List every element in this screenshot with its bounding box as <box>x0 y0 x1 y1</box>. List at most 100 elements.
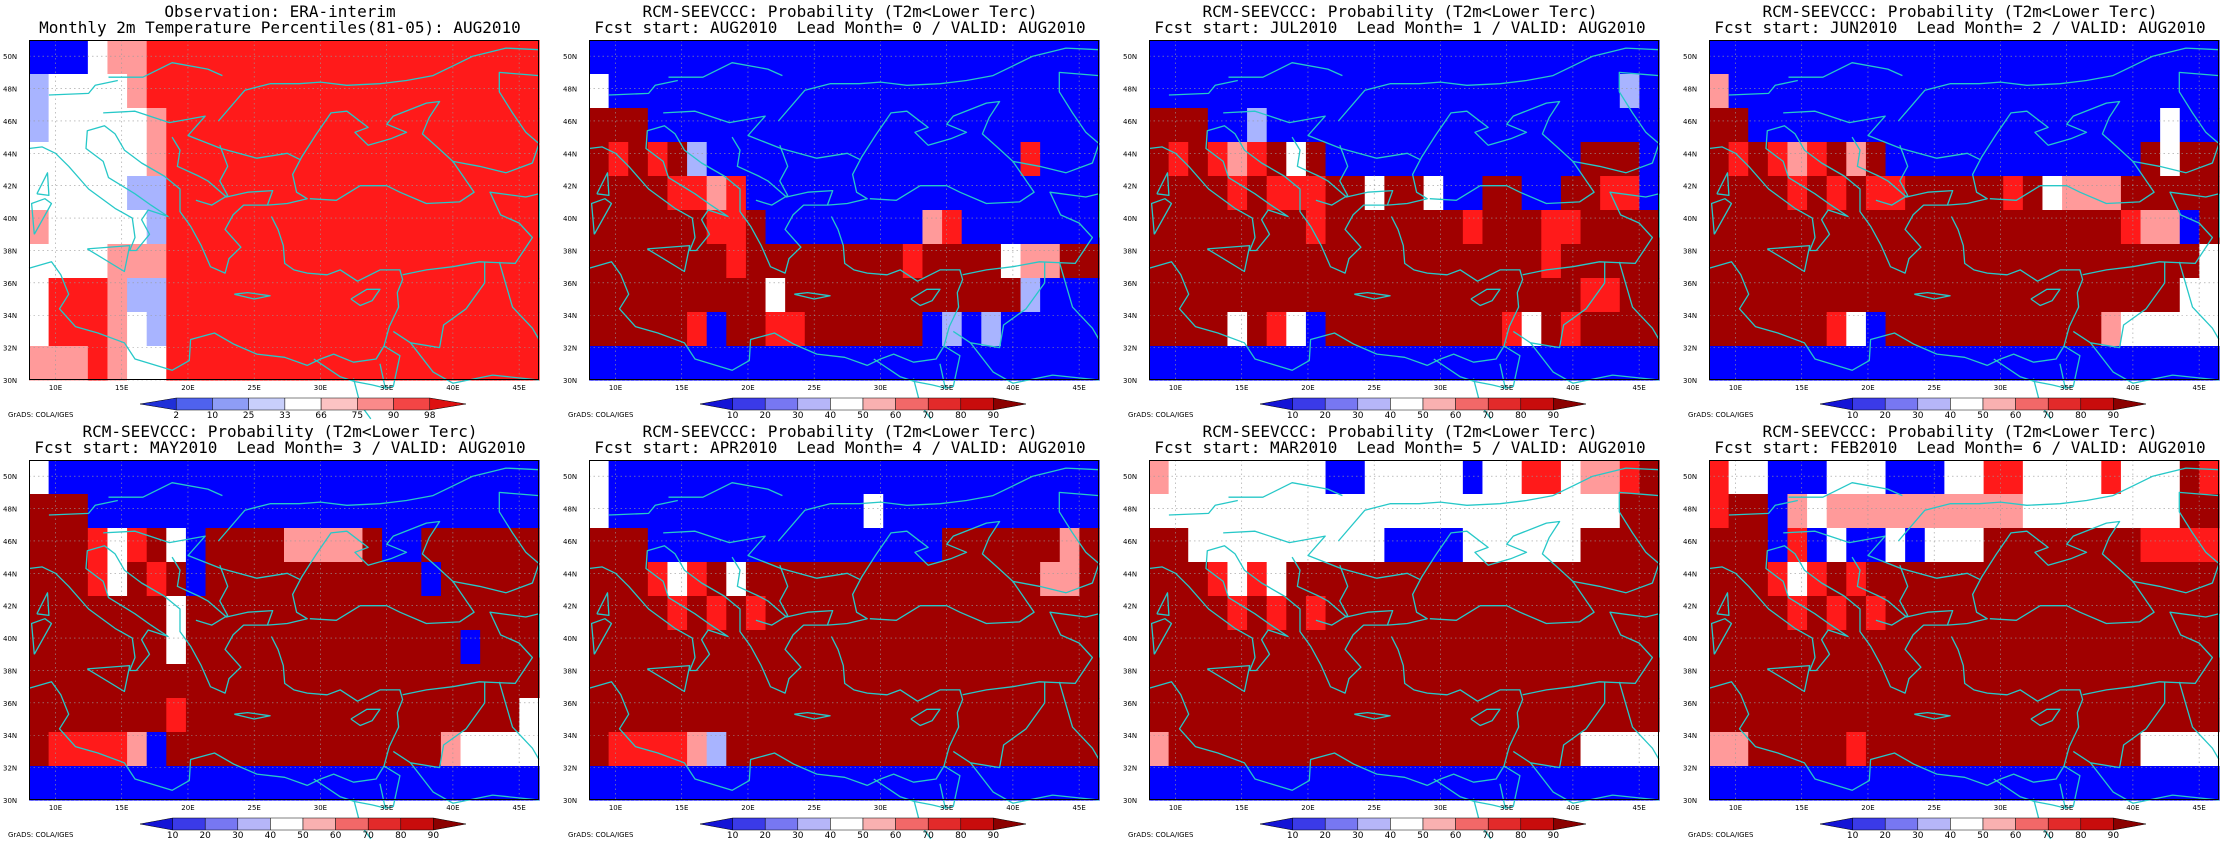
grid-cell <box>1905 210 1926 245</box>
map-frame <box>589 460 1099 800</box>
grid-cell <box>706 698 727 733</box>
grid-cell <box>726 244 747 279</box>
grid-cell <box>1521 108 1542 143</box>
lat-label: 50N <box>1683 53 1697 61</box>
grid-cell <box>1964 176 1985 211</box>
grid-cell <box>1924 40 1945 75</box>
grid-cell <box>1286 664 1307 699</box>
grid-cell <box>480 312 501 347</box>
grid-cell <box>1325 664 1346 699</box>
grid-cell <box>29 460 50 495</box>
grid-cell <box>726 528 747 563</box>
grid-cell <box>1443 176 1464 211</box>
grid-cell <box>48 210 69 245</box>
grid-cell <box>687 732 708 767</box>
grid-cell <box>29 40 50 75</box>
grid-cell <box>1983 460 2004 495</box>
grid-cell <box>1040 460 1061 495</box>
grid-cell <box>1639 460 1660 495</box>
colorbar-swatch <box>248 397 286 411</box>
grid-cell <box>1227 312 1248 347</box>
colorbar-swatch <box>172 817 206 831</box>
grid-cell <box>1227 108 1248 143</box>
grid-cell <box>2022 630 2044 665</box>
grid-cell <box>628 562 649 597</box>
grid-cell <box>87 176 109 211</box>
grid-cell <box>1619 278 1640 313</box>
colorbar-swatch <box>1982 817 2016 831</box>
grid-cell <box>942 176 963 211</box>
grid-cell <box>844 562 865 597</box>
coastline <box>1572 71 1660 174</box>
grid-cell <box>2199 108 2220 143</box>
grid-cell <box>284 766 305 801</box>
grid-cell <box>225 596 246 631</box>
grid-cell <box>205 142 226 177</box>
lon-label: 40E <box>1566 804 1579 812</box>
grid-cell <box>1168 142 1189 177</box>
grid-cell <box>1443 40 1464 75</box>
grid-cell <box>1040 74 1061 109</box>
grid-cell <box>225 108 246 143</box>
grid-cell <box>2042 630 2063 665</box>
grid-cell <box>1345 664 1366 699</box>
colorbar-label: 80 <box>395 831 407 841</box>
grid-cell <box>687 596 708 631</box>
grid-cell <box>1865 142 1887 177</box>
grid-cell <box>2160 528 2181 563</box>
grid-cell <box>362 346 383 381</box>
grid-cell <box>726 596 747 631</box>
grid-cell <box>284 142 305 177</box>
grid-cell <box>922 494 943 529</box>
grid-cell <box>1709 142 1730 177</box>
colorbar-label: 30 <box>792 831 804 841</box>
coastline <box>1150 198 1173 235</box>
grid-cell <box>342 698 364 733</box>
grid-cell <box>1560 698 1582 733</box>
grid-cell <box>589 210 610 245</box>
grid-cell <box>1040 244 1061 279</box>
grid-cell <box>2062 210 2083 245</box>
colorbar-swatch <box>732 397 766 411</box>
grid-cell <box>2199 244 2220 279</box>
grid-cell <box>883 494 904 529</box>
grid-cell <box>1580 732 1601 767</box>
grid-cell <box>1000 528 1022 563</box>
grid-cell <box>1462 732 1484 767</box>
grid-cell <box>589 346 610 381</box>
grid-cell <box>1384 108 1405 143</box>
grid-cell <box>1905 630 1926 665</box>
grid-cell <box>1983 346 2004 381</box>
grid-cell <box>421 766 442 801</box>
grid-cell <box>1748 460 1769 495</box>
grid-cell <box>1149 698 1170 733</box>
grid-cell <box>2022 562 2044 597</box>
colorbar-label: 90 <box>987 831 1000 841</box>
grid-cell <box>804 698 825 733</box>
grid-cell <box>1826 562 1847 597</box>
grid-cell <box>1748 494 1769 529</box>
grid-cell <box>1227 210 1248 245</box>
grid-cell <box>87 732 109 767</box>
grid-cell <box>961 732 982 767</box>
lat-label: 40N <box>1123 215 1137 223</box>
lon-label: 45E <box>1632 804 1645 812</box>
grid-cell <box>961 210 982 245</box>
grid-cell <box>942 312 963 347</box>
grid-cell <box>1728 766 1749 801</box>
grid-cell <box>1521 176 1542 211</box>
grid-cell <box>1149 766 1170 801</box>
grid-cell <box>745 528 767 563</box>
grid-cell <box>1364 698 1385 733</box>
colorbar-label: 50 <box>1977 831 1989 841</box>
grid-cell <box>519 664 540 699</box>
grid-cell <box>1600 528 1621 563</box>
grid-cell <box>706 596 727 631</box>
grid-cell <box>1247 698 1268 733</box>
grid-cell <box>185 664 207 699</box>
grid-cell <box>2140 108 2161 143</box>
grid-cell <box>608 108 629 143</box>
colorbar <box>1819 817 2147 831</box>
colorbar-label: 20 <box>759 411 771 421</box>
